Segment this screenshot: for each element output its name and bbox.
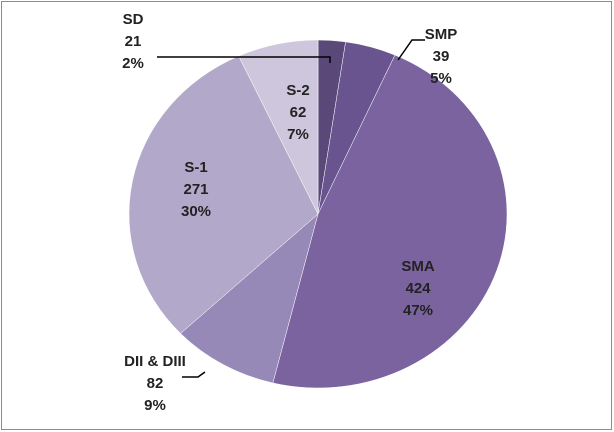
leader-line [182,371,206,378]
slices [128,39,508,389]
leader-line [397,39,425,61]
pie-slice [238,39,319,215]
slice-label: SMA [401,258,435,275]
slice-value: 82 [147,375,164,392]
slice-value: 424 [405,280,431,297]
slice-label: S-1 [184,159,207,176]
slice-percent: 2% [122,55,144,72]
slice-value: 39 [433,48,450,65]
pie-slice [128,55,319,334]
slice-percent: 9% [144,397,166,414]
leader-line [157,56,331,63]
slice-value: 271 [183,181,208,198]
slice-label: DII & DIII [124,353,186,370]
slice-percent: 30% [181,203,211,220]
slice-percent: 47% [403,302,433,319]
slice-label: SMP [425,26,458,43]
pie-slice [272,54,508,389]
slice-label: S-2 [286,82,309,99]
slice-value: 62 [290,104,307,121]
pie-slice [180,213,319,384]
slice-label: SD [123,11,144,28]
slice-percent: 7% [287,126,309,143]
slice-percent: 5% [430,70,452,87]
slice-value: 21 [125,33,142,50]
